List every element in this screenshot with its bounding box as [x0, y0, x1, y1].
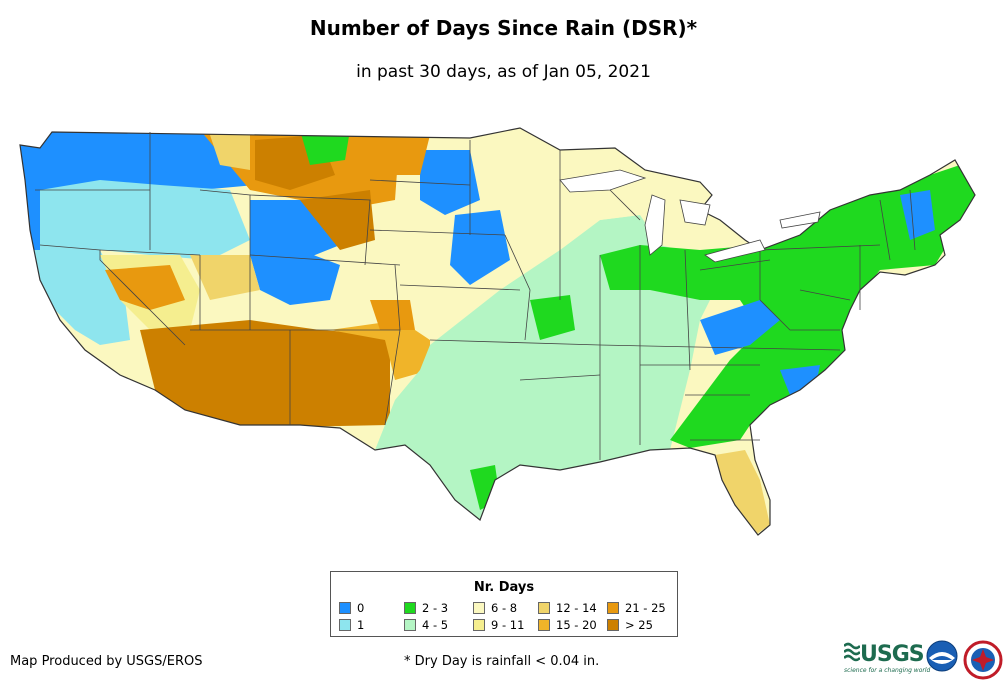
dsr-regions [20, 128, 975, 535]
dry-day-footnote: * Dry Day is rainfall < 0.04 in. [404, 654, 600, 669]
usgs-logo-text: USGS [860, 642, 925, 667]
region-21-25-colorado [370, 300, 415, 330]
region-12-14-florida [715, 450, 770, 535]
region-12-14-utah [190, 255, 260, 300]
region-2-3-east [600, 165, 975, 448]
usgs-tagline: science for a changing world [844, 667, 931, 674]
region-21-25-nevada [105, 265, 185, 310]
legend-item: > 25 [607, 618, 653, 632]
noaa-logo-icon [926, 640, 958, 672]
producer-credit: Map Produced by USGS/EROS [10, 654, 203, 669]
legend-label: > 25 [625, 618, 653, 632]
legend: Nr. Days 0 1 2 - 3 4 - 5 6 - 8 9 - 11 12… [330, 571, 678, 637]
legend-label: 9 - 11 [491, 618, 525, 632]
legend-item: 1 [339, 618, 365, 632]
legend-swatch [538, 618, 550, 631]
region-0-idaho [150, 130, 210, 175]
region-2-3-montana [300, 130, 350, 165]
usgs-logo-icon [844, 642, 860, 662]
region-2-3-missouri [530, 295, 575, 340]
legend-label: 1 [357, 618, 365, 632]
legend-label: 15 - 20 [556, 618, 597, 632]
legend-item: 4 - 5 [404, 618, 449, 632]
legend-swatch [339, 601, 351, 614]
region-21-25-nd [395, 135, 430, 175]
legend-item: 12 - 14 [538, 601, 597, 615]
nws-logo-icon [963, 640, 1003, 680]
us-dsr-map [19, 127, 976, 536]
region-0-dakota [420, 150, 480, 215]
great-lakes [559, 169, 821, 263]
lake-ontario [779, 211, 821, 229]
region-gt25-southwest [140, 320, 390, 428]
legend-label: 2 - 3 [422, 601, 449, 615]
region-1-california [25, 250, 130, 345]
legend-title: Nr. Days [473, 580, 535, 595]
region-0-iowa-ne [450, 210, 510, 285]
legend-item: 15 - 20 [538, 618, 597, 632]
region-0-appalachia [700, 300, 780, 355]
legend-swatch [404, 601, 416, 614]
region-4-5-central-south [375, 215, 720, 520]
legend-swatch [404, 618, 416, 631]
lake-michigan [644, 194, 666, 256]
state-boundaries [35, 132, 916, 460]
region-1-northwest [40, 180, 250, 265]
lake-huron [679, 199, 711, 226]
legend-label: 6 - 8 [491, 601, 518, 615]
legend-swatch [607, 618, 619, 631]
map-subtitle: in past 30 days, as of Jan 05, 2021 [356, 62, 651, 82]
legend-item: 9 - 11 [473, 618, 525, 632]
legend-item: 2 - 3 [404, 601, 449, 615]
region-15-20-nm [330, 320, 430, 380]
region-gt25-wyoming [300, 190, 375, 250]
legend-swatch [473, 601, 485, 614]
legend-label: 0 [357, 601, 365, 615]
legend-swatch [473, 618, 485, 631]
lake-superior [559, 169, 647, 193]
region-6-8-upper-midwest [485, 140, 645, 255]
legend-swatch [339, 618, 351, 631]
legend-label: 21 - 25 [625, 601, 666, 615]
legend-swatch [607, 601, 619, 614]
legend-item: 0 [339, 601, 365, 615]
lake-erie [704, 239, 766, 263]
legend-item: 21 - 25 [607, 601, 666, 615]
legend-swatch [538, 601, 550, 614]
region-0-new-england [900, 190, 935, 240]
legend-label: 12 - 14 [556, 601, 597, 615]
region-0-colorado [250, 250, 340, 305]
legend-item: 6 - 8 [473, 601, 518, 615]
map-title: Number of Days Since Rain (DSR)* [309, 16, 698, 40]
legend-label: 4 - 5 [422, 618, 449, 632]
region-12-14-idaho [210, 135, 250, 170]
